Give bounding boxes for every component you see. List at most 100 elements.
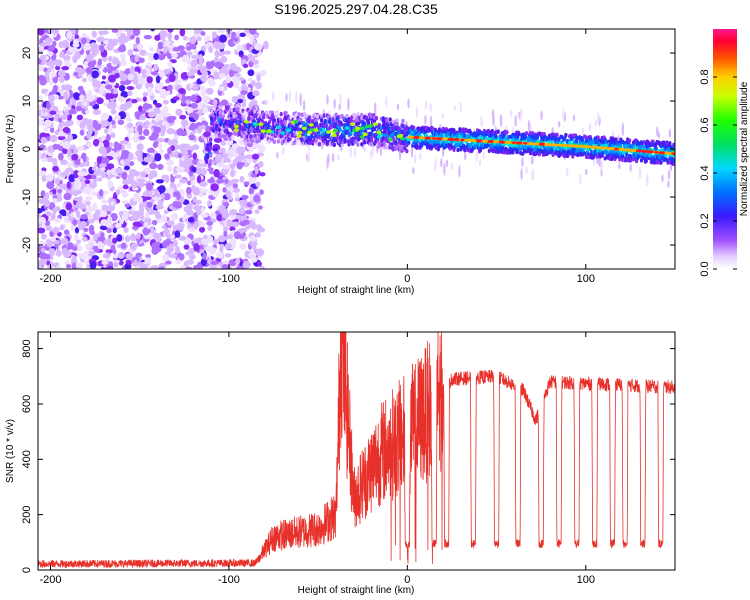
spectrogram-noise-cell	[202, 252, 207, 260]
spectrogram-noise-cell	[163, 228, 170, 237]
spectrogram-track-cell	[217, 117, 222, 123]
spectrogram-noise-cell	[222, 187, 227, 193]
spectrogram-noise-cell	[110, 201, 115, 207]
spectrogram-noise-cell	[71, 144, 76, 150]
spectrogram-noise-cell	[81, 152, 87, 159]
spectrogram-noise-cell	[105, 84, 113, 90]
spectrogram-noise-cell	[200, 31, 206, 36]
spectrogram-noise-cell	[149, 91, 155, 97]
spectrogram-noise-cell	[77, 171, 85, 177]
spectrogram-noise-cell	[225, 75, 232, 84]
spectrogram-noise-cell	[108, 125, 113, 134]
spectrogram-noise-cell	[177, 153, 183, 159]
spectrogram-noise-cell	[121, 35, 129, 44]
spectrogram-noise-cell	[186, 186, 192, 195]
spectrogram-streak-cell	[415, 106, 419, 119]
spectrogram-noise-cell	[71, 255, 77, 263]
spectrogram-noise-cell	[190, 102, 198, 109]
spectrogram-noise-cell	[84, 179, 91, 185]
spectrogram-streak-cell	[288, 90, 292, 103]
spectrogram-streak-cell	[295, 91, 298, 104]
spectrogram-noise-cell	[213, 137, 223, 143]
spectrogram-track-cell	[324, 123, 329, 129]
spectrogram-noise-cell	[39, 78, 47, 86]
spectrogram-noise-cell	[153, 53, 159, 60]
spectrogram-noise-cell	[46, 260, 51, 266]
spectrogram-noise-cell	[216, 214, 224, 222]
spectrogram-noise-cell	[191, 144, 200, 151]
spectrogram-noise-cell	[226, 219, 233, 228]
spectrogram-streak-cell	[520, 168, 523, 181]
spectrogram-noise-cell	[153, 107, 161, 115]
spectrogram-noise-cell	[196, 36, 202, 42]
spectrogram-noise-cell	[167, 61, 173, 67]
spectrogram-streak-cell	[597, 111, 600, 124]
spectrogram-noise-cell	[183, 260, 189, 267]
spectrogram-noise-cell	[199, 188, 208, 193]
spectrogram-noise-cell	[167, 29, 174, 33]
spectrogram-streak-cell	[445, 159, 449, 168]
spectrogram-noise-cell	[100, 170, 107, 179]
spectrogram-noise-cell	[66, 181, 71, 189]
spectrogram-noise-cell	[38, 252, 48, 260]
spectrogram-noise-cell	[220, 99, 229, 106]
spectrogram-noise-cell	[119, 140, 129, 145]
spectrogram-noise-cell	[208, 46, 213, 53]
spectrogram-noise-cell	[174, 34, 180, 41]
spectrogram-track-cell	[267, 120, 272, 125]
spectrogram-noise-cell	[190, 180, 196, 186]
spectrogram-noise-cell	[112, 227, 117, 234]
spectrogram-noise-cell	[113, 88, 118, 95]
spectrogram-streak-cell	[629, 163, 632, 172]
spectrogram-noise-cell	[187, 180, 192, 186]
spectrogram-noise-cell	[222, 226, 229, 232]
spectrogram-noise-cell	[189, 122, 197, 130]
spectrogram-noise-cell	[200, 124, 206, 130]
spectrogram-streak-cell	[463, 152, 467, 160]
spectrogram-track-cell	[374, 116, 379, 121]
spectrogram-noise-cell	[73, 148, 79, 154]
spectrogram-noise-cell	[254, 42, 263, 51]
spectrogram-track-cell	[321, 127, 326, 133]
spectrogram-noise-cell	[95, 88, 100, 93]
spectrogram-noise-cell	[231, 95, 239, 103]
spectrogram-noise-cell	[162, 240, 168, 249]
spectrogram-streak-cell	[579, 173, 582, 185]
spectrogram-track-cell	[668, 141, 672, 146]
spectrogram-noise-cell	[250, 173, 257, 178]
spectrogram-streak-cell	[530, 155, 534, 165]
spectrogram-noise-cell	[233, 231, 241, 240]
spectrogram-noise-cell	[192, 264, 201, 269]
spectrogram-noise-cell	[94, 123, 102, 131]
spectrogram-noise-cell	[239, 175, 245, 183]
spectrogram-peak-cell	[414, 136, 419, 139]
spectrogram-noise-cell	[101, 260, 109, 265]
spectrogram-noise-cell	[72, 219, 78, 226]
spectrogram-noise-cell	[96, 177, 103, 182]
spectrogram-noise-cell	[77, 85, 84, 92]
spectrogram-noise-cell	[186, 45, 192, 51]
spectrogram-noise-cell	[132, 76, 139, 86]
spectrogram-noise-cell	[157, 41, 164, 50]
spectrogram-noise-cell	[60, 114, 68, 120]
spectrogram-streak-cell	[667, 169, 671, 180]
spectrogram-noise-cell	[43, 127, 49, 132]
spectrogram-noise-cell	[52, 207, 57, 215]
spectrogram-noise-cell	[105, 133, 111, 142]
spectrogram-noise-cell	[86, 264, 91, 269]
spectrogram-noise-cell	[190, 59, 198, 68]
spectrogram-track-cell	[310, 134, 314, 139]
spectrogram-noise-cell	[232, 187, 240, 193]
spectrogram-noise-cell	[225, 190, 232, 198]
spectrogram-noise-cell	[38, 240, 46, 247]
spectrogram-noise-cell	[48, 94, 55, 103]
spectrogram-noise-cell	[231, 221, 240, 228]
spectrogram-noise-cell	[166, 159, 175, 166]
spectrogram-noise-cell	[124, 202, 131, 208]
spectrogram-noise-cell	[190, 94, 198, 102]
spectrogram-cells	[38, 29, 675, 269]
spectrogram-noise-cell	[38, 198, 45, 203]
spectrogram-noise-cell	[99, 44, 105, 53]
spectrogram-noise-cell	[135, 36, 140, 45]
